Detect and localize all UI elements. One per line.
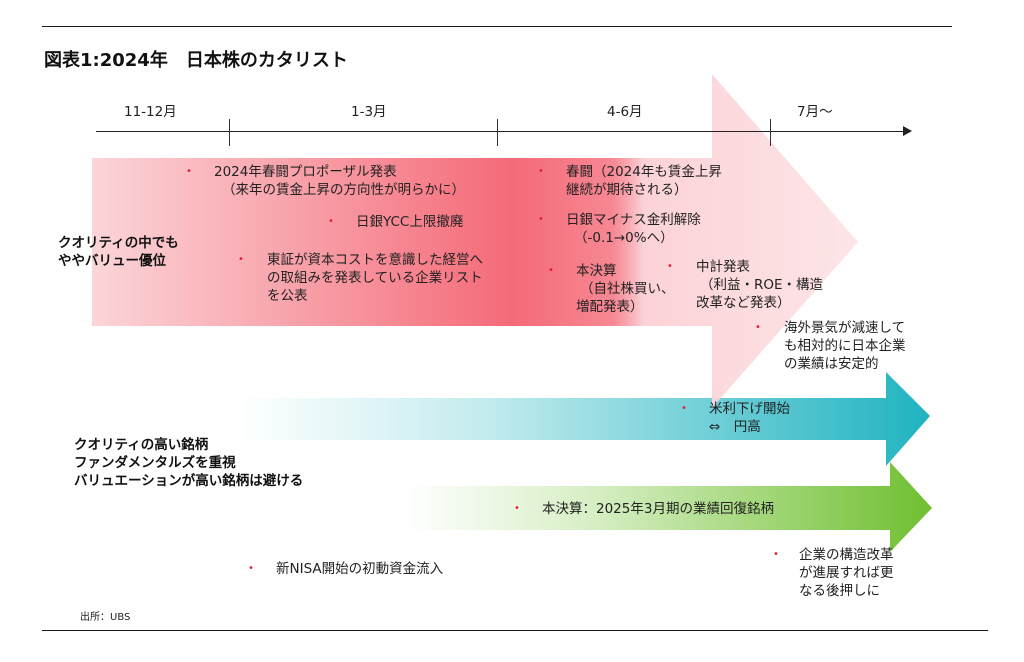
item-tse-list: 東証が資本コストを意識した経営へ の取組みを発表している企業リスト を公表 bbox=[267, 252, 483, 304]
label-quality-high: クオリティの高い銘柄 ファンダメンタルズを重視 バリュエーションが高い銘柄は避け… bbox=[74, 437, 304, 489]
period-apr-jun: 4-6月 bbox=[607, 104, 643, 120]
red-arrow bbox=[92, 74, 858, 408]
label-quality-value: クオリティの中でも ややバリュー優位 bbox=[58, 235, 179, 269]
bullet-marker: • bbox=[755, 322, 761, 333]
item-us-rate-cut: 米利下げ開始 ⇔ 円高 bbox=[709, 401, 790, 435]
timeline-axis bbox=[96, 131, 904, 132]
timeline-tick-2 bbox=[497, 119, 498, 146]
timeline-arrowhead bbox=[903, 126, 912, 136]
item-shunto-proposal: 2024年春闘プロポーザル発表 （来年の賃金上昇の方向性が明らかに） bbox=[214, 164, 465, 198]
bullet-marker: • bbox=[538, 214, 544, 225]
bullet-marker: • bbox=[514, 503, 520, 514]
item-earnings-recovery: 本決算：2025年3月期の業績回復銘柄 bbox=[542, 501, 774, 517]
bullet-marker: • bbox=[681, 403, 687, 414]
teal-arrow bbox=[240, 372, 930, 466]
item-boj-negative-rate: 日銀マイナス金利解除 （-0.1→0%へ） bbox=[566, 212, 701, 246]
bullet-marker: • bbox=[186, 166, 192, 177]
item-earnings-buybacks: 本決算 （自社株買い、 増配発表） bbox=[576, 263, 675, 315]
figure-title: 図表1:2024年 日本株のカタリスト bbox=[44, 50, 348, 71]
item-boj-ycc: 日銀YCC上限撤廃 bbox=[356, 214, 464, 230]
bullet-marker: • bbox=[538, 166, 544, 177]
green-arrow bbox=[405, 462, 932, 552]
timeline-tick-1 bbox=[229, 119, 230, 146]
bullet-marker: • bbox=[328, 216, 334, 227]
period-nov-dec: 11-12月 bbox=[124, 104, 177, 120]
bullet-marker: • bbox=[238, 254, 244, 265]
item-structural-reform: 企業の構造改革 が進展すれば更 なる後押しに bbox=[799, 547, 894, 599]
period-jan-mar: 1-3月 bbox=[351, 104, 387, 120]
item-midterm-plan: 中計発表 （利益・ROE・構造 改革など発表） bbox=[696, 259, 824, 311]
item-shunto: 春闘（2024年も賃金上昇 継続が期待される） bbox=[566, 164, 722, 198]
source-note: 出所：UBS bbox=[80, 612, 131, 623]
item-new-nisa: 新NISA開始の初動資金流入 bbox=[276, 561, 444, 577]
bullet-marker: • bbox=[667, 261, 673, 272]
bullet-marker: • bbox=[248, 563, 254, 574]
timeline-tick-3 bbox=[770, 119, 771, 146]
period-jul-onwards: 7月～ bbox=[797, 104, 833, 120]
bottom-rule bbox=[42, 630, 988, 631]
bullet-marker: • bbox=[548, 265, 554, 276]
bullet-marker: • bbox=[773, 549, 779, 560]
top-rule bbox=[42, 26, 952, 27]
item-overseas-slowdown: 海外景気が減速して も相対的に日本企業 の業績は安定的 bbox=[784, 320, 906, 372]
